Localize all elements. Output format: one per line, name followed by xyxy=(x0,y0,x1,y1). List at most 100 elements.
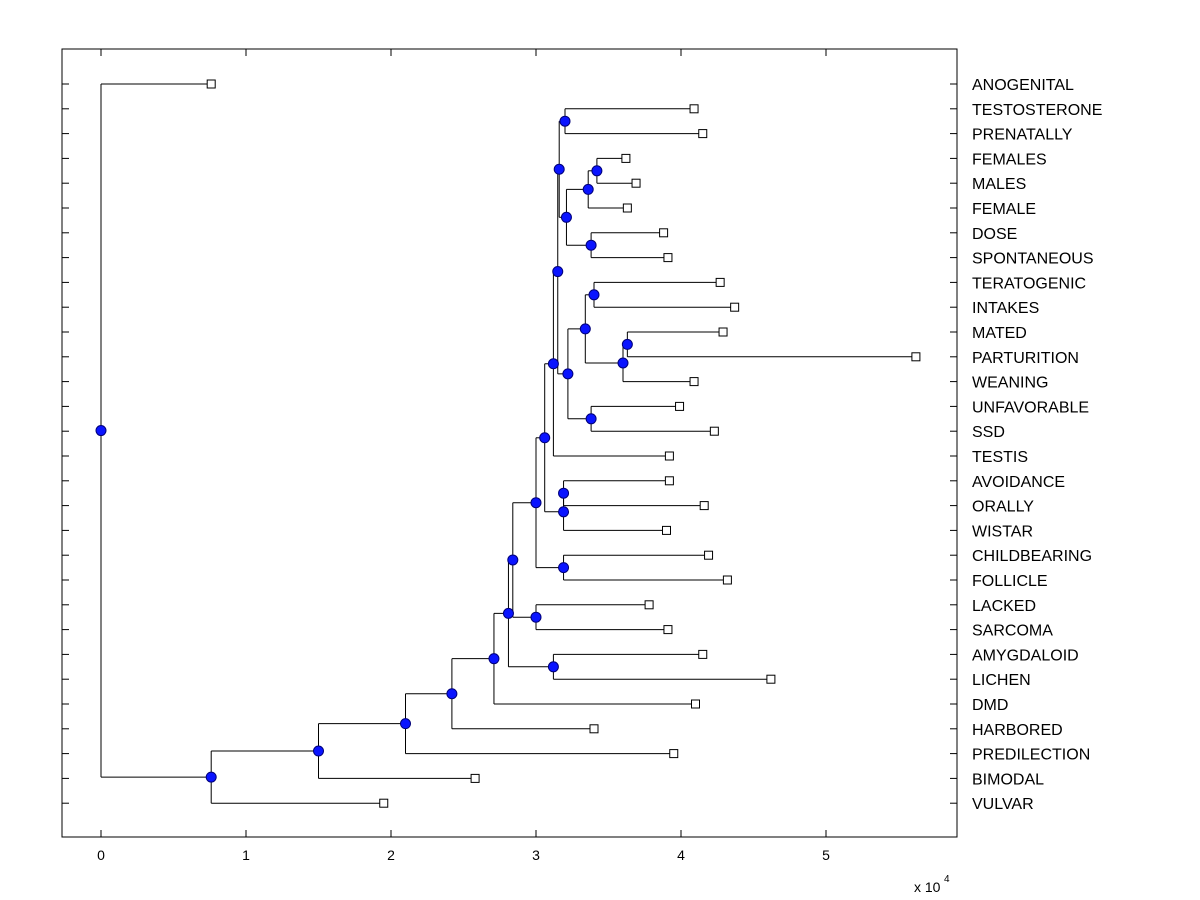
leaf-marker xyxy=(691,699,700,709)
leaf-marker xyxy=(663,625,673,635)
merge-node xyxy=(547,661,559,673)
merge-node xyxy=(205,771,217,783)
leaf-marker xyxy=(704,550,714,560)
dendrogram-edges xyxy=(100,83,916,804)
merge-node xyxy=(552,266,564,278)
leaf-label: UNFAVORABLE xyxy=(972,399,1089,416)
x-tick-label: 5 xyxy=(822,847,830,863)
plot-frame xyxy=(61,48,958,838)
leaf-marker xyxy=(709,426,719,436)
merge-node xyxy=(95,425,107,437)
leaf-labels: ANOGENITAL TESTOSTERONE PRENATALLY FEMALES M… xyxy=(972,77,1102,813)
leaf-label: INTAKES xyxy=(972,300,1039,317)
leaf-marker xyxy=(689,377,699,387)
merge-node xyxy=(588,289,600,301)
merge-node xyxy=(547,358,559,370)
leaf-marker xyxy=(621,153,631,163)
leaf-marker xyxy=(718,327,728,337)
leaf-marker xyxy=(631,178,641,188)
leaf-marker xyxy=(689,104,699,114)
leaf-label: DMD xyxy=(972,697,1008,714)
leaf-marker xyxy=(470,773,480,783)
leaf-marker xyxy=(664,451,674,461)
x-multiplier-label: x 10 xyxy=(914,879,941,895)
leaf-marker xyxy=(699,501,709,511)
leaf-label: BIMODAL xyxy=(972,771,1044,788)
leaf-marker xyxy=(669,749,679,759)
merge-node xyxy=(582,183,594,195)
merge-node xyxy=(558,562,570,574)
leaf-marker xyxy=(698,649,708,659)
merge-node xyxy=(559,115,571,127)
merge-node xyxy=(553,163,565,175)
merge-node xyxy=(530,611,542,623)
leaf-label: AMYGDALOID xyxy=(972,647,1079,664)
merge-node xyxy=(617,357,629,369)
merge-node xyxy=(585,413,597,425)
leaf-marker xyxy=(911,352,921,362)
leaf-marker xyxy=(730,302,740,312)
leaf-label: ANOGENITAL xyxy=(972,77,1074,94)
x-tick-label: 0 xyxy=(97,847,105,863)
leaf-label: CHILDBEARING xyxy=(972,548,1092,565)
merge-node xyxy=(558,506,570,518)
leaf-label: MATED xyxy=(972,325,1027,342)
y-tick-marks xyxy=(62,83,957,804)
x-multiplier-exponent: 4 xyxy=(944,874,950,885)
merge-node xyxy=(562,368,574,380)
leaf-label: SSD xyxy=(972,424,1005,441)
x-tick-label: 3 xyxy=(532,847,540,863)
merge-node xyxy=(558,487,570,499)
leaf-marker xyxy=(622,203,632,213)
merge-node xyxy=(313,745,324,757)
leaf-marker xyxy=(663,253,673,263)
leaf-marker xyxy=(379,798,389,808)
leaf-label: FEMALE xyxy=(972,201,1036,218)
leaf-label: DOSE xyxy=(972,226,1017,243)
merge-node xyxy=(621,338,633,350)
merge-node xyxy=(530,497,542,509)
leaf-label: HARBORED xyxy=(972,722,1063,739)
leaf-marker xyxy=(766,674,776,684)
x-tick-label: 1 xyxy=(242,847,250,863)
leaf-label: LACKED xyxy=(972,598,1036,615)
leaf-label: WISTAR xyxy=(972,523,1033,540)
leaf-label: SPONTANEOUS xyxy=(972,251,1094,268)
merge-node xyxy=(446,688,458,700)
leaf-label: VULVAR xyxy=(972,796,1034,813)
merge-node xyxy=(488,653,500,665)
leaf-label: ORALLY xyxy=(972,499,1034,516)
leaf-label: FOLLICLE xyxy=(972,573,1048,590)
merge-node xyxy=(585,239,597,251)
leaf-marker xyxy=(206,79,216,89)
leaf-marker xyxy=(659,228,669,238)
x-tick-label: 4 xyxy=(677,847,685,863)
leaf-marker xyxy=(675,401,685,411)
leaf-marker xyxy=(722,575,732,585)
leaf-marker xyxy=(589,724,599,734)
leaf-marker xyxy=(715,277,725,287)
leaf-marker xyxy=(662,525,671,535)
merge-node xyxy=(539,432,551,444)
leaf-label: MALES xyxy=(972,176,1026,193)
merge-node xyxy=(502,607,514,619)
leaf-label: TERATOGENIC xyxy=(972,275,1086,292)
merge-node xyxy=(400,718,411,730)
leaf-label: FEMALES xyxy=(972,151,1047,168)
leaf-marker xyxy=(698,129,708,139)
leaf-label: LICHEN xyxy=(972,672,1031,689)
leaf-label: PREDILECTION xyxy=(972,747,1090,764)
leaf-marker xyxy=(664,476,674,486)
merge-node xyxy=(591,165,603,177)
x-axis: 0 1 2 3 4 5 xyxy=(97,49,830,863)
leaf-marker xyxy=(644,600,654,610)
leaf-label: TESTIS xyxy=(972,449,1028,466)
leaf-label: PARTURITION xyxy=(972,350,1079,367)
merge-node xyxy=(579,323,591,335)
merge-nodes xyxy=(95,115,633,783)
merge-node xyxy=(507,554,519,566)
leaf-markers xyxy=(206,79,921,808)
leaf-label: WEANING xyxy=(972,375,1048,392)
leaf-label: AVOIDANCE xyxy=(972,474,1065,491)
